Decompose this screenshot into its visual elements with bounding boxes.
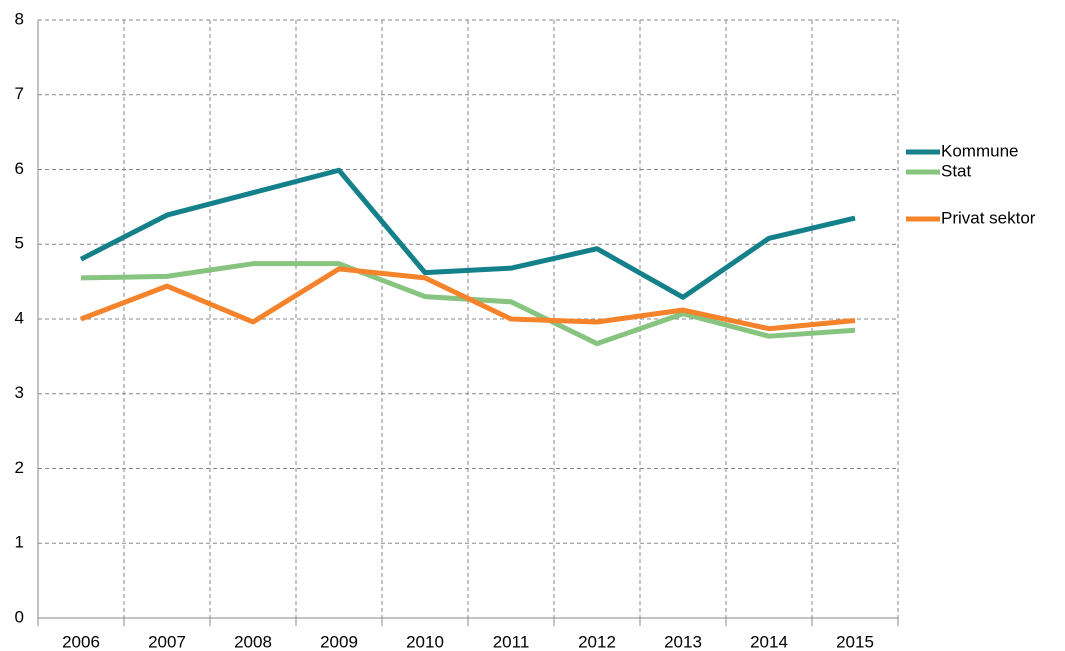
- x-tick-label: 2009: [320, 632, 358, 651]
- x-tick-label: 2011: [493, 632, 530, 651]
- y-tick-label: 1: [15, 533, 24, 552]
- y-tick-label: 4: [15, 308, 24, 327]
- x-tick-label: 2006: [62, 632, 100, 651]
- y-tick-label: 7: [15, 84, 24, 103]
- series-line: [79, 167, 856, 300]
- x-tick-label: 2013: [664, 632, 702, 651]
- series-line: [80, 266, 856, 332]
- y-tick-label: 3: [15, 383, 24, 402]
- x-tick-label: 2012: [578, 632, 616, 651]
- y-tick-label: 6: [15, 159, 24, 178]
- y-tick-label: 8: [15, 9, 24, 28]
- y-tick-label: 2: [15, 458, 24, 477]
- x-tick-label: 2015: [836, 632, 874, 651]
- x-tick-label: 2008: [234, 632, 272, 651]
- x-tick-label: 2007: [148, 632, 186, 651]
- y-tick-label: 5: [15, 234, 24, 253]
- y-tick-label: 0: [15, 607, 24, 626]
- x-tick-label: 2014: [750, 632, 788, 651]
- x-tick-label: 2010: [406, 632, 444, 651]
- legend-label: Privat sektor: [941, 208, 1036, 227]
- legend-label: Stat: [941, 161, 972, 180]
- legend-label: Kommune: [941, 141, 1018, 160]
